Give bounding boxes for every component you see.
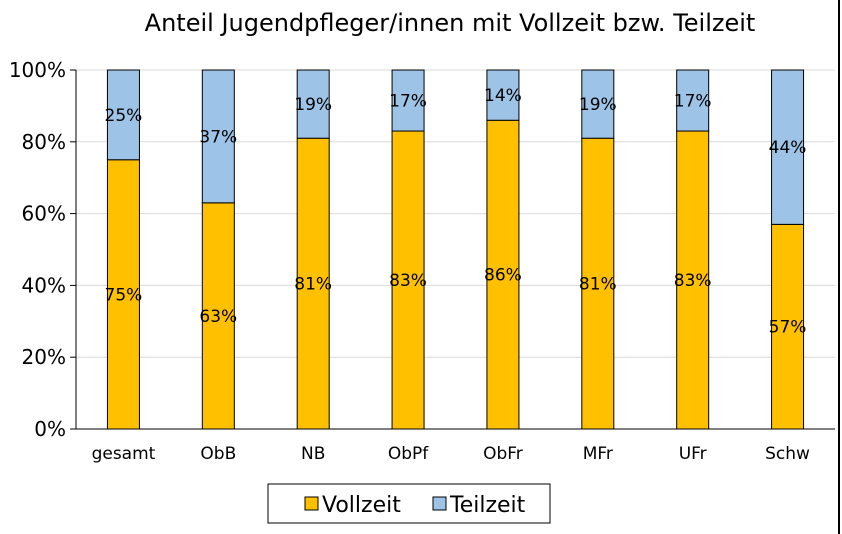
- bar-vollzeit-ObFr: [486, 119, 520, 430]
- data-label-teilzeit: 17%: [389, 92, 427, 112]
- data-label-teilzeit: 25%: [105, 106, 143, 126]
- y-tick-label: 40%: [22, 273, 66, 297]
- bar-teilzeit-UFr: [676, 69, 710, 132]
- bars: [106, 69, 805, 430]
- bar-vollzeit-MFr: [581, 137, 615, 430]
- data-label-vollzeit: 81%: [579, 275, 617, 295]
- y-tick-label: 20%: [22, 345, 66, 369]
- data-labels: 75% 25% 63% 37% 81% 19% 83% 17% 86% 14% 81% 19% 83% 1…: [105, 86, 807, 338]
- bar-teilzeit-MFr: [581, 69, 615, 139]
- x-tick-label: Schw: [765, 444, 810, 464]
- chart-title: Anteil Jugendpfleger/innen mit Vollzeit …: [145, 9, 756, 37]
- x-tick-label: ObPf: [388, 444, 429, 464]
- bar-vollzeit-ObPf: [391, 130, 425, 430]
- x-tick-label: MFr: [583, 444, 613, 464]
- x-tick-label: gesamt: [92, 444, 156, 464]
- x-tick-label: ObB: [200, 444, 236, 464]
- y-tick-label: 0%: [34, 417, 66, 441]
- bar-teilzeit-NB: [296, 69, 330, 139]
- axes: 0% 20% 40% 60% 80% 100% gesamt ObB NB ObPf ObFr MFr…: [9, 58, 835, 464]
- data-label-vollzeit: 75%: [105, 285, 143, 305]
- y-tick-label: 100%: [9, 58, 66, 82]
- bar-teilzeit-gesamt: [106, 69, 140, 161]
- data-label-teilzeit: 19%: [579, 95, 617, 115]
- x-tick-label: NB: [301, 444, 325, 464]
- data-label-vollzeit: 83%: [389, 271, 427, 291]
- data-label-teilzeit: 37%: [199, 127, 237, 147]
- data-label-vollzeit: 57%: [769, 318, 807, 338]
- data-label-vollzeit: 81%: [294, 275, 332, 295]
- data-label-teilzeit: 19%: [294, 95, 332, 115]
- legend-label-vollzeit: Vollzeit: [322, 493, 401, 518]
- bar-teilzeit-ObB: [201, 69, 235, 204]
- data-label-teilzeit: 44%: [769, 138, 807, 158]
- data-label-vollzeit: 83%: [674, 271, 712, 291]
- bar-vollzeit-UFr: [676, 130, 710, 430]
- bar-vollzeit-Schw: [771, 223, 805, 430]
- data-label-vollzeit: 63%: [199, 307, 237, 327]
- bar-teilzeit-ObFr: [486, 69, 520, 121]
- bar-vollzeit-gesamt: [106, 159, 140, 430]
- legend-swatch-teilzeit: [432, 496, 447, 511]
- chart-frame-edge: [838, 0, 840, 534]
- bar-teilzeit-Schw: [771, 69, 805, 225]
- x-tick-label: ObFr: [483, 444, 523, 464]
- gridlines: [76, 69, 835, 358]
- y-tick-label: 60%: [22, 202, 66, 226]
- legend-label-teilzeit: Teilzeit: [449, 493, 526, 518]
- legend-swatch-vollzeit: [304, 496, 319, 511]
- y-tick-label: 80%: [22, 130, 66, 154]
- bar-teilzeit-ObPf: [391, 69, 425, 132]
- data-label-teilzeit: 14%: [484, 86, 522, 106]
- data-label-vollzeit: 86%: [484, 266, 522, 286]
- x-tick-label: UFr: [679, 444, 707, 464]
- data-label-teilzeit: 17%: [674, 92, 712, 112]
- legend: Vollzeit Teilzeit: [267, 483, 551, 524]
